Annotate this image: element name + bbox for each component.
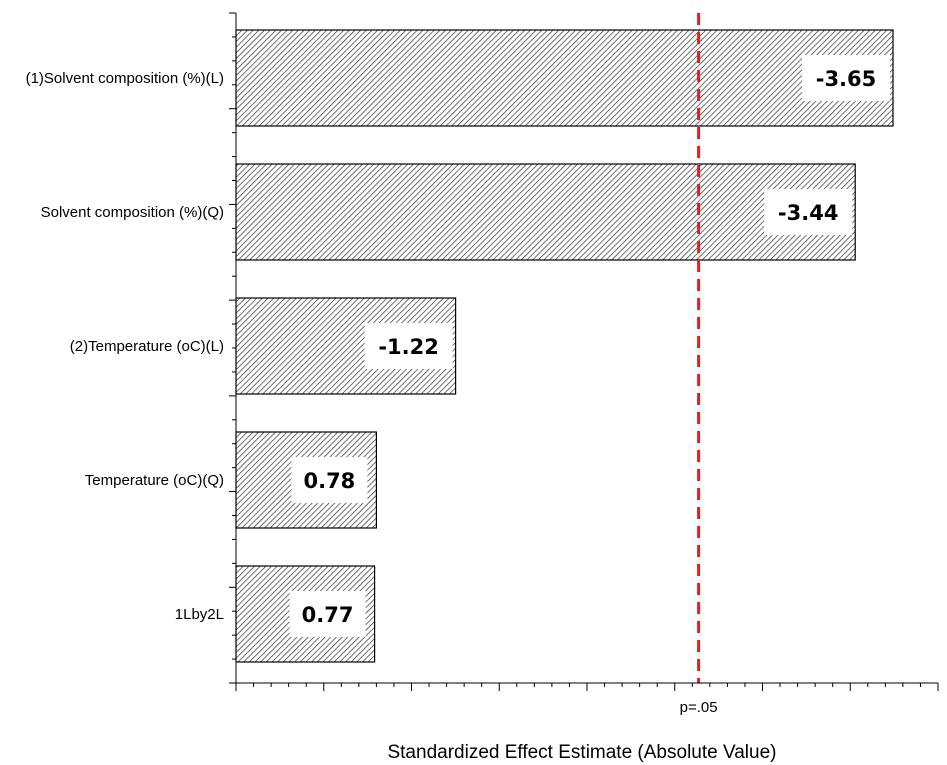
data-label-box [364,323,453,369]
data-label-box [764,189,853,235]
bar [235,163,856,261]
bars-layer [235,29,894,663]
significance-label: p=.05 [680,699,718,716]
data-label-box [802,55,890,101]
reference-line-layer: p=.05 [680,13,718,716]
data-label: 0.77 [302,603,354,627]
data-label: -3.65 [816,67,877,91]
axes-layer [229,12,939,691]
category-label: (2)Temperature (oC)(L) [70,338,224,355]
category-label: Temperature (oC)(Q) [85,472,224,489]
data-label: -1.22 [378,335,439,359]
data-label-box [289,591,366,637]
category-label: Solvent composition (%)(Q) [41,204,224,221]
data-label: 0.78 [303,469,355,493]
category-label: (1)Solvent composition (%)(L) [26,70,224,87]
data-label: -3.44 [778,201,839,225]
category-label: 1Lby2L [175,606,224,623]
x-axis-title: Standardized Effect Estimate (Absolute V… [387,742,776,763]
labels-layer: (1)Solvent composition (%)(L) -3.65 Solven… [26,55,890,637]
bar [235,29,894,127]
data-label-box [291,457,368,503]
